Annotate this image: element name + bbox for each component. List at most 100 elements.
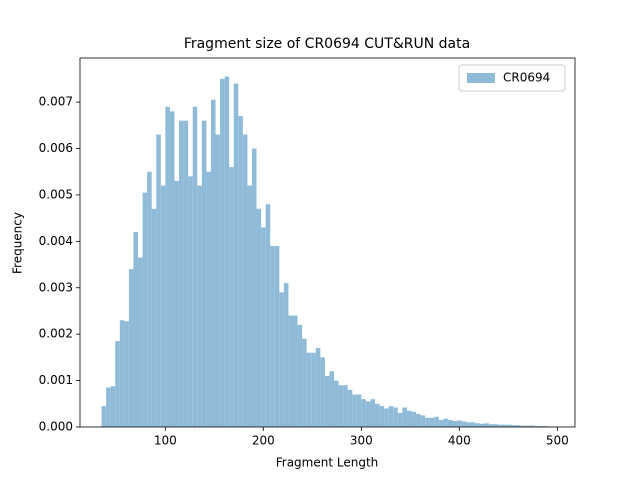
- bar: [493, 424, 499, 427]
- bar: [361, 399, 366, 427]
- bar: [397, 413, 403, 427]
- bar: [165, 106, 170, 428]
- bar: [179, 120, 184, 428]
- bar: [488, 424, 494, 427]
- bar: [438, 420, 444, 427]
- x-tick-label: 400: [448, 434, 471, 448]
- bar: [270, 245, 275, 427]
- bar: [197, 185, 202, 427]
- bar: [274, 245, 280, 427]
- bar: [288, 315, 293, 427]
- bar: [106, 387, 111, 427]
- bar: [311, 352, 316, 427]
- bar: [238, 116, 243, 428]
- bar: [188, 176, 193, 427]
- bar: [425, 417, 430, 427]
- bar: [461, 421, 467, 427]
- bar: [406, 410, 412, 427]
- bar: [124, 321, 129, 427]
- bar: [329, 371, 335, 427]
- bar: [201, 120, 207, 428]
- bar: [347, 389, 353, 427]
- bar: [511, 425, 517, 427]
- bar: [206, 171, 211, 427]
- y-tick-label: 0.000: [39, 420, 73, 434]
- bar: [530, 425, 535, 427]
- legend-swatch: [467, 73, 495, 83]
- y-tick-label: 0.005: [39, 187, 73, 201]
- bar: [338, 385, 344, 427]
- bar: [183, 120, 189, 428]
- bar: [220, 78, 225, 428]
- bar: [375, 403, 380, 427]
- bar: [393, 407, 398, 427]
- y-tick-label: 0.006: [39, 141, 73, 155]
- bar: [192, 106, 198, 428]
- bar: [434, 416, 439, 427]
- bar: [416, 414, 421, 427]
- bar: [502, 424, 508, 427]
- bar: [443, 418, 448, 427]
- bar: [520, 425, 526, 427]
- chart-title: Fragment size of CR0694 CUT&RUN data: [184, 36, 470, 52]
- bar: [324, 375, 330, 427]
- bar: [215, 134, 221, 427]
- bar: [256, 208, 262, 427]
- y-tick-label: 0.003: [39, 280, 73, 294]
- bar: [101, 406, 107, 427]
- bar: [365, 401, 371, 427]
- plot-frame: [79, 57, 576, 428]
- bar: [475, 423, 480, 427]
- bar: [352, 394, 357, 427]
- bar: [447, 420, 453, 427]
- bar: [147, 171, 152, 427]
- bar: [138, 257, 143, 427]
- bar: [242, 134, 248, 427]
- bar: [119, 320, 125, 427]
- x-axis-label: Fragment Length: [276, 456, 379, 470]
- y-tick-label: 0.002: [39, 327, 73, 341]
- bar: [466, 422, 471, 427]
- bar: [302, 338, 307, 427]
- y-tick-label: 0.004: [39, 234, 73, 248]
- bar: [292, 315, 298, 427]
- x-tick-label: 100: [154, 434, 177, 448]
- bar: [297, 324, 303, 427]
- bar: [306, 352, 312, 427]
- bar: [498, 424, 503, 427]
- bar: [174, 181, 180, 427]
- bar: [279, 292, 284, 427]
- legend-label: CR0694: [503, 71, 550, 85]
- bar: [384, 408, 389, 427]
- bar: [265, 204, 271, 427]
- bar: [151, 208, 157, 427]
- y-axis-label: Frequency: [11, 212, 25, 274]
- y-tick-label: 0.007: [39, 95, 73, 109]
- x-tick-label: 300: [350, 434, 373, 448]
- bar: [229, 167, 234, 427]
- bar: [525, 425, 531, 427]
- bar: [356, 394, 362, 427]
- x-tick-label: 200: [252, 434, 275, 448]
- bar: [543, 426, 549, 427]
- bar: [411, 411, 417, 427]
- bar: [247, 185, 252, 427]
- bar: [133, 232, 139, 427]
- bar: [261, 227, 266, 427]
- bar: [470, 422, 476, 427]
- legend-box: [458, 64, 566, 92]
- bar: [251, 148, 257, 427]
- bar: [160, 185, 166, 427]
- bar: [224, 76, 230, 427]
- bar: [343, 385, 348, 427]
- bar: [534, 426, 540, 427]
- bar: [484, 423, 489, 427]
- bar: [334, 380, 339, 427]
- x-tick-label: 500: [546, 434, 569, 448]
- bar: [539, 426, 544, 427]
- y-tick-label: 0.001: [39, 373, 73, 387]
- bar: [507, 424, 512, 427]
- bar: [420, 415, 426, 427]
